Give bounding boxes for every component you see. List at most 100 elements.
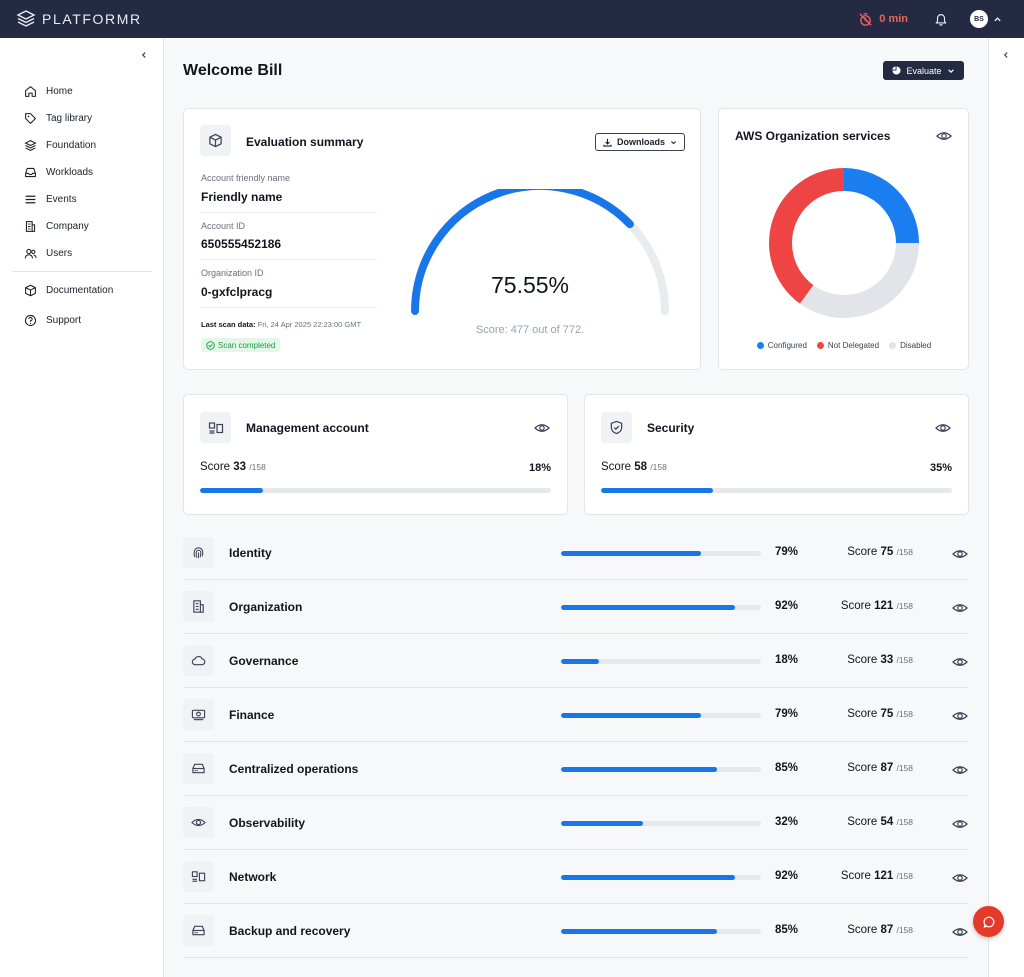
score-total: /158 [896,871,913,881]
category-name: Observability [229,816,306,830]
gauge-percent: 75.55% [490,272,569,298]
category-name: Governance [229,654,299,668]
category-row-observability[interactable]: Observability 32% Score 54 /158 [183,796,968,850]
category-row-identity[interactable]: Identity 79% Score 75 /158 [183,526,968,580]
eye-icon[interactable] [935,420,951,436]
category-row-organization[interactable]: Organization 92% Score 121 /158 [183,580,968,634]
legend-item-configured: Configured [756,341,807,350]
score-total: /158 [896,655,913,665]
page-title: Welcome Bill [183,62,283,79]
sidebar-item-events[interactable]: Events [0,186,164,213]
eye-icon[interactable] [952,708,968,724]
category-percent: 32% [775,816,799,828]
eye-icon[interactable] [952,654,968,670]
category-score: Score 87 /158 [847,924,913,936]
sidebar-item-tag-library[interactable]: Tag library [0,105,164,132]
category-row-backup-and-recovery[interactable]: Backup and recovery 85% Score 87 /158 [183,904,968,958]
score-label: Score [847,924,878,936]
category-row-finance[interactable]: Finance 79% Score 75 /158 [183,688,968,742]
org-id-value: 0-gxfclpracg [201,285,273,299]
sidebar-item-documentation[interactable]: Documentation [0,277,164,304]
sidebar-item-home[interactable]: Home [0,78,164,105]
category-row-network[interactable]: Network 92% Score 121 /158 [183,850,968,904]
category-icon-box [183,591,214,622]
collapse-sidebar-button[interactable] [140,50,148,62]
help-icon [24,314,37,327]
eye-icon[interactable] [952,870,968,886]
sidebar-item-workloads[interactable]: Workloads [0,159,164,186]
cloud-icon [191,655,206,666]
eye-icon[interactable] [952,762,968,778]
chevron-down-icon [947,68,954,73]
last-scan-date: Fri, 24 Apr 2025 22:23:00 GMT [257,320,362,329]
evaluation-icon-box [200,125,231,156]
score-total: /158 [896,709,913,719]
score-label: Score [847,762,878,774]
account-name-value: Friendly name [201,190,283,204]
downloads-button[interactable]: Downloads [595,133,685,151]
chat-button[interactable] [973,906,1004,937]
legend-dot [756,342,764,349]
sidebar-item-label: Company [46,221,89,232]
notifications-button[interactable] [934,12,948,26]
eye-icon[interactable] [952,546,968,562]
eye-icon[interactable] [534,420,550,436]
brand-logo[interactable]: PLATFORMR [16,9,142,29]
legend-dot [889,342,897,349]
tag-icon [25,113,36,124]
sidebar-item-users[interactable]: Users [0,240,164,267]
category-row-governance[interactable]: Governance 18% Score 33 /158 [183,634,968,688]
eye-icon[interactable] [936,128,952,144]
info-divider [201,259,377,260]
security-title: Security [647,421,695,435]
session-timer[interactable]: 0 min [858,12,908,27]
management-account-card: Management account Score 33 /158 18% [183,394,568,515]
category-score: Score 75 /158 [847,708,913,720]
evaluate-button[interactable]: Evaluate [883,61,964,80]
score-gauge [411,189,669,315]
score-total: /158 [249,462,266,472]
progress-bar [561,875,761,880]
category-icon-box [183,645,214,676]
sidebar-item-foundation[interactable]: Foundation [0,132,164,159]
progress-fill [561,875,735,880]
sidebar-item-company[interactable]: Company [0,213,164,240]
legend-label: Disabled [900,341,932,350]
right-panel [988,38,1024,977]
score-total: /158 [650,462,667,472]
progress-fill [200,488,264,493]
score-total: /158 [896,925,913,935]
sidebar-item-support[interactable]: Support [0,307,164,334]
eye-icon[interactable] [952,924,968,940]
list-icon [25,195,36,204]
last-scan: Last scan data: Fri, 24 Apr 2025 22:23:0… [201,320,361,329]
donut-slice-disabled [799,243,919,318]
eye-icon [191,818,206,827]
score-value: 58 [634,461,648,473]
category-percent: 85% [775,924,799,936]
chevron-down-icon [671,140,676,144]
category-icon-box [183,807,214,838]
progress-fill [561,659,599,664]
expand-right-panel-button[interactable] [1002,50,1010,62]
user-menu[interactable]: BS [970,10,1002,28]
layers-icon [24,140,37,151]
progress-fill [561,551,701,556]
top-bar: PLATFORMR 0 min BS [0,0,1024,38]
score-value: 33 [880,654,894,666]
accounts-icon [208,421,223,434]
shield-check-icon [610,420,623,435]
donut-slice-configured [844,168,919,243]
sidebar-item-label: Home [46,86,73,97]
score-value: 121 [874,600,894,612]
category-name: Identity [229,546,272,560]
progress-bar [561,659,761,664]
org-id-label: Organization ID [201,268,264,278]
score-label: Score [601,461,632,473]
aws-services-title: AWS Organization services [735,129,891,143]
eye-icon[interactable] [952,816,968,832]
info-divider [201,212,377,213]
category-row-centralized-operations[interactable]: Centralized operations 85% Score 87 /158 [183,742,968,796]
sidebar-item-label: Tag library [46,113,93,124]
eye-icon[interactable] [952,600,968,616]
